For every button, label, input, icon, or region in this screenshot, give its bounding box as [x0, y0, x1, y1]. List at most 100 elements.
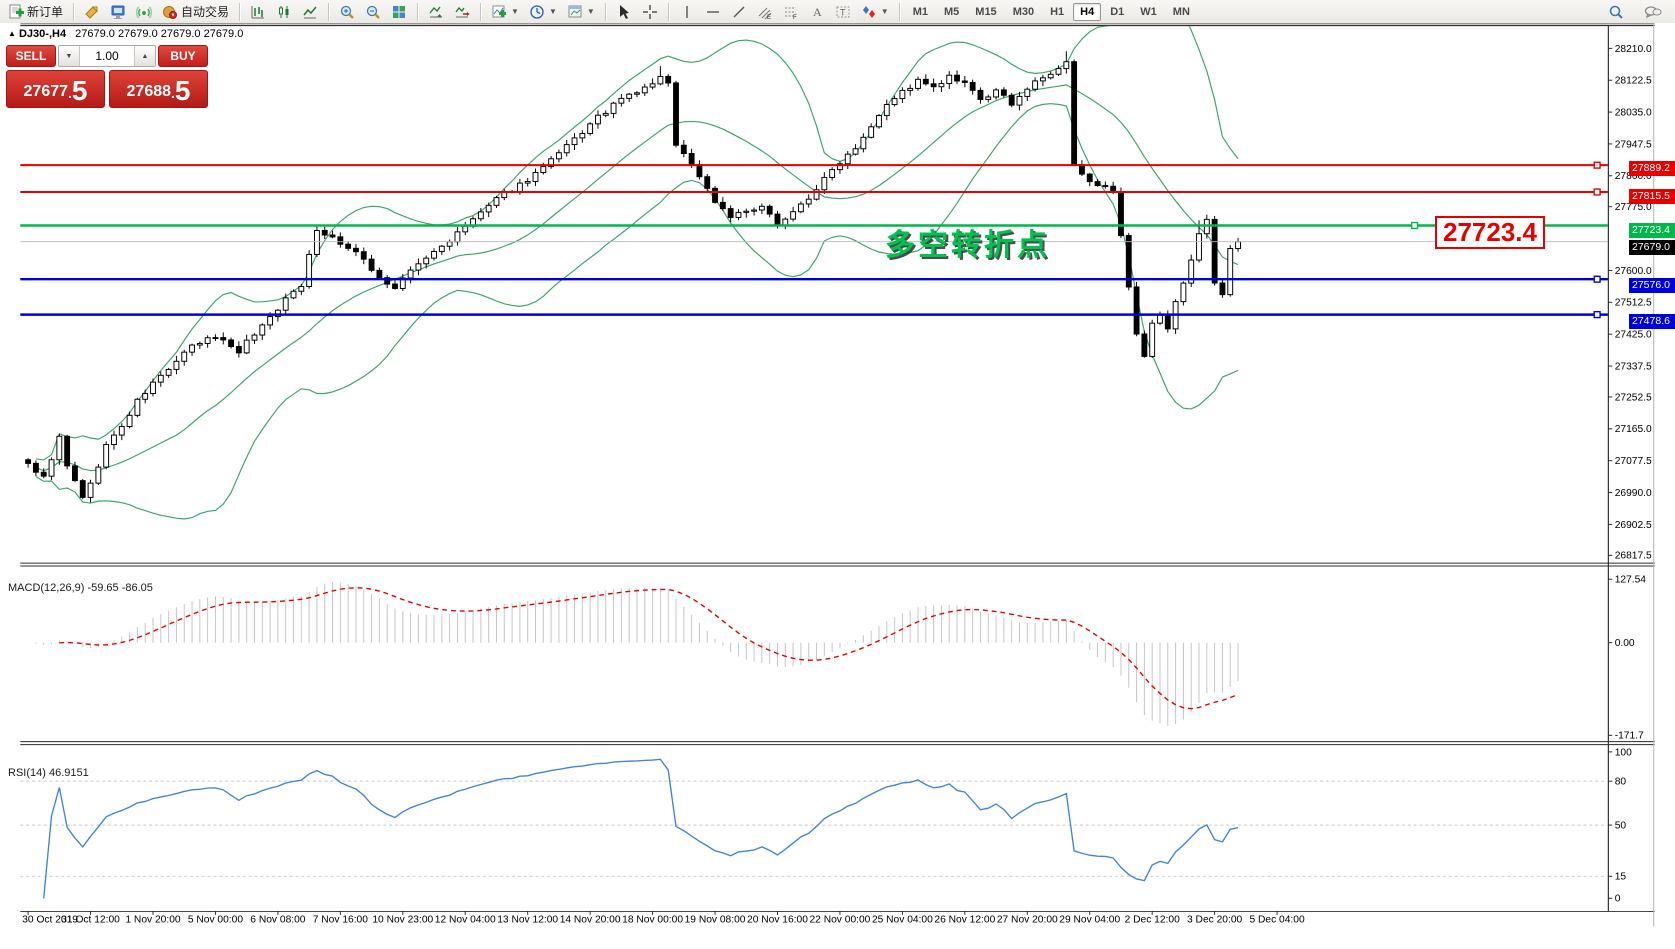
bar-chart-icon [250, 4, 266, 20]
volume-stepper: ▼ 1.00 ▲ [58, 45, 156, 67]
chart-shift-icon [454, 4, 470, 20]
zoom-in-icon [339, 4, 355, 20]
volume-decrease-button[interactable]: ▼ [59, 46, 80, 66]
timeframe-button-M5[interactable]: M5 [944, 5, 960, 18]
price-axis-label: 27600.0 [1615, 266, 1652, 277]
crosshair-button[interactable] [637, 0, 663, 23]
level-line-handle[interactable] [1411, 221, 1419, 230]
periods-button[interactable]: ▼ [524, 0, 562, 23]
vertical-line-button[interactable] [674, 0, 700, 23]
indicators-caret: ▼ [511, 7, 519, 16]
candlestick-chart-icon [276, 4, 292, 20]
level-line-handle[interactable] [1593, 275, 1601, 283]
time-axis-label: 1 Nov 20:00 [125, 915, 180, 926]
search-button[interactable] [1603, 0, 1629, 23]
horizontal-line-button[interactable] [700, 0, 726, 23]
timeframe-button-H4[interactable]: H4 [1073, 2, 1102, 21]
time-axis-label: 27 Nov 20:00 [997, 915, 1058, 926]
timeframe-button-M15[interactable]: M15 [975, 5, 997, 18]
sell-price-display[interactable]: 27677. 5 [6, 70, 105, 108]
level-line-handle[interactable] [1593, 161, 1601, 169]
chart-canvas[interactable]: 28210.0 28122.5 28035.0 27947.5 27860.0 27775… [0, 23, 1675, 949]
level-line-handle[interactable] [1593, 311, 1601, 319]
timeframe-button-M30[interactable]: M30 [1012, 5, 1035, 18]
chart-text-annotation[interactable]: 多空转折点 [885, 229, 1050, 262]
text-label-button[interactable]: T [830, 0, 856, 23]
svg-text:F: F [793, 15, 797, 20]
buy-price-main: 27688 [126, 83, 172, 100]
buy-price-dot: . [171, 85, 175, 101]
search-icon [1608, 4, 1624, 20]
chart-window[interactable]: 28210.0 28122.5 28035.0 27947.5 27860.0 27775… [0, 23, 1675, 949]
timeframe-button-H1[interactable]: H1 [1050, 5, 1065, 18]
crosshair-icon [642, 4, 658, 20]
rsi-axis: 100 80 50 15 0 [1608, 747, 1632, 905]
time-axis-label: 6 Nov 08:00 [250, 915, 305, 926]
indicators-icon [491, 4, 507, 20]
fibonacci-button[interactable]: F [778, 0, 804, 23]
macd-axis-label: -171.7 [1615, 731, 1644, 742]
sell-price-dot: . [68, 85, 72, 101]
price-callout-box[interactable]: 27723.4 [1435, 216, 1545, 249]
timeframe-button-MN[interactable]: MN [1172, 5, 1190, 18]
sell-button[interactable]: SELL [6, 45, 56, 67]
axis-price-tag: 27889.2 [1629, 161, 1675, 177]
time-axis-label: 12 Nov 04:00 [435, 915, 496, 926]
axis-price-tag: 27478.6 [1629, 314, 1675, 330]
time-axis-label: 20 Nov 16:00 [747, 915, 808, 926]
chat-button[interactable] [1639, 0, 1667, 23]
svg-text:T: T [840, 7, 846, 17]
buy-price-display[interactable]: 27688. 5 [109, 70, 208, 108]
rsi-line [43, 758, 1239, 899]
buy-price-fraction: 5 [174, 75, 191, 106]
cursor-icon [616, 4, 632, 20]
price-axis-label: 28035.0 [1615, 107, 1652, 118]
axis-price-tag: 27576.0 [1629, 278, 1675, 294]
zoom-out-button[interactable] [360, 0, 386, 23]
volume-increase-button[interactable]: ▲ [134, 46, 155, 66]
zoom-in-button[interactable] [334, 0, 360, 23]
level-line-handle[interactable] [1593, 188, 1601, 196]
arrows-button[interactable]: ▼ [856, 0, 894, 23]
timeframe-button-D1[interactable]: D1 [1110, 5, 1125, 18]
cursor-button[interactable] [611, 0, 637, 23]
toolbar-separator [417, 2, 419, 21]
line-chart-button[interactable] [297, 0, 323, 23]
tile-windows-button[interactable] [386, 0, 412, 23]
trendline-button[interactable] [726, 0, 752, 23]
toolbar-separator [480, 2, 482, 21]
periods-caret: ▼ [548, 7, 557, 16]
price-axis-label: 27077.5 [1615, 456, 1652, 467]
quotes-button[interactable] [79, 0, 105, 23]
buy-button[interactable]: BUY [158, 45, 208, 67]
auto-scroll-button[interactable] [423, 0, 449, 23]
terminal-button[interactable] [105, 0, 131, 23]
chart-shift-button[interactable] [449, 0, 475, 23]
bollinger-upper-band [35, 25, 1239, 461]
indicators-button[interactable]: ▼ [486, 0, 524, 23]
horizontal-level-lines [20, 161, 1608, 319]
chart-frame [20, 23, 1655, 927]
text-icon: A [809, 4, 825, 20]
price-axis-label: 27947.5 [1615, 139, 1652, 150]
timeframe-button-W1[interactable]: W1 [1140, 5, 1157, 18]
templates-button[interactable]: ▼ [562, 0, 600, 23]
toolbar-separator [73, 2, 75, 21]
zoom-out-icon [365, 4, 381, 20]
volume-value[interactable]: 1.00 [95, 49, 119, 63]
signal-button[interactable] [131, 0, 157, 23]
toolbar-separator [667, 2, 669, 21]
new-order-icon [8, 4, 24, 20]
rsi-level-lines [20, 780, 1608, 877]
autotrading-icon [162, 4, 178, 20]
autotrading-button[interactable]: 自动交易 [157, 0, 234, 23]
time-axis-label: 18 Nov 00:00 [622, 915, 683, 926]
timeframe-button-M1[interactable]: M1 [912, 5, 928, 18]
text-button[interactable]: A [804, 0, 830, 23]
equidistant-channel-button[interactable]: E [752, 0, 778, 23]
new-order-button[interactable]: 新订单 [3, 0, 68, 23]
bar-chart-button[interactable] [245, 0, 271, 23]
candlestick-chart-button[interactable] [271, 0, 297, 23]
svg-text:A: A [813, 5, 822, 19]
